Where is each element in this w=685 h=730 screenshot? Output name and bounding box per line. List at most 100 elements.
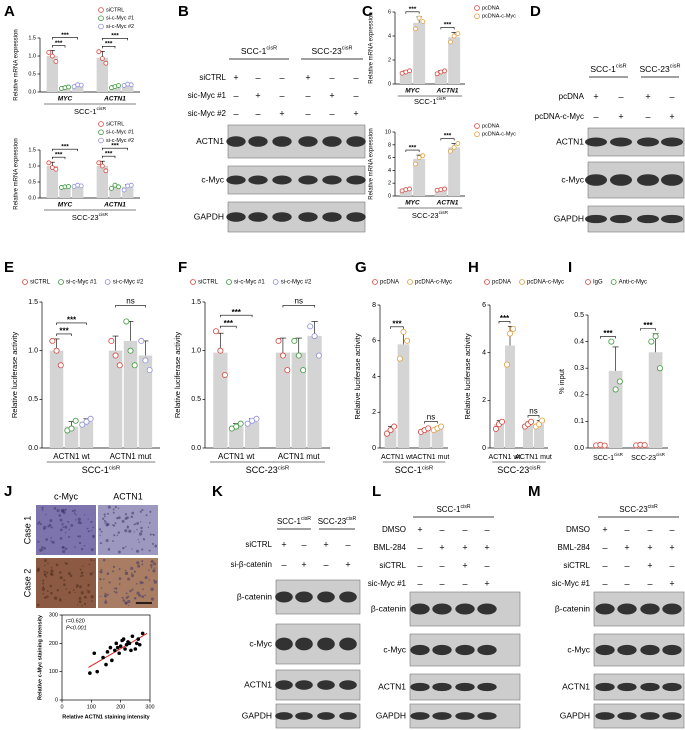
group-label-base: SCC-1 bbox=[590, 64, 616, 74]
data-point bbox=[233, 423, 240, 430]
band bbox=[477, 603, 497, 615]
band-label: c-Myc bbox=[383, 644, 406, 654]
band bbox=[346, 136, 366, 147]
band bbox=[226, 175, 246, 185]
ihc-texture bbox=[41, 548, 44, 551]
condition-sign: – bbox=[602, 560, 607, 570]
band bbox=[477, 644, 497, 656]
ihc-texture bbox=[144, 576, 148, 580]
significance-bracket bbox=[115, 305, 146, 308]
ihc-texture bbox=[133, 531, 136, 533]
y-tick-label: 0.3 bbox=[574, 365, 584, 372]
ihc-texture bbox=[131, 511, 135, 515]
group-label: SCC-23cisR bbox=[318, 516, 357, 526]
y-axis-label: Relative c-Myc staining intensity bbox=[37, 614, 43, 700]
y-tick-label: 0.4 bbox=[574, 338, 584, 345]
ihc-texture bbox=[112, 524, 116, 527]
condition-sign: + bbox=[484, 542, 489, 552]
data-point bbox=[448, 148, 453, 154]
data-point bbox=[104, 662, 108, 667]
ihc-texture bbox=[64, 562, 66, 564]
x-tick-label: ACTN1 mut bbox=[515, 454, 552, 461]
group-label-base: SCC-23 bbox=[72, 213, 99, 222]
group-label: SCC-1cisR bbox=[82, 465, 120, 475]
y-tick-label: 0.0 bbox=[574, 445, 584, 452]
ihc-texture bbox=[65, 588, 67, 590]
ihc-texture bbox=[148, 549, 151, 552]
band-label: β-catenin bbox=[371, 603, 406, 613]
ihc-texture bbox=[43, 573, 46, 576]
ihc-texture bbox=[152, 562, 156, 566]
condition-sign: – bbox=[439, 560, 444, 570]
ihc-texture bbox=[102, 558, 106, 562]
y-tick-label: 0.5 bbox=[28, 71, 36, 77]
x-tick-label: ACTN1 mut bbox=[110, 452, 153, 461]
panel-letter: D bbox=[530, 3, 541, 20]
ihc-texture bbox=[41, 506, 44, 510]
ihc-texture bbox=[44, 564, 46, 567]
x-tick-label: 0 bbox=[60, 704, 63, 710]
ihc-texture bbox=[108, 581, 111, 584]
condition-sign: + bbox=[462, 560, 467, 570]
ihc-texture bbox=[124, 569, 127, 572]
bar bbox=[121, 186, 134, 198]
data-point bbox=[641, 442, 648, 449]
band bbox=[275, 680, 293, 690]
significance-label: *** bbox=[55, 151, 63, 158]
ihc-texture bbox=[41, 587, 46, 591]
group-label-sup: cisR bbox=[529, 465, 540, 471]
ihc-texture bbox=[139, 521, 142, 523]
band bbox=[295, 637, 313, 651]
band-label: GAPDH bbox=[560, 710, 590, 720]
group-label: SCC-23cisR bbox=[72, 212, 109, 222]
condition-sign: + bbox=[329, 90, 334, 100]
legend-label: si-c-Myc #1 bbox=[234, 280, 265, 286]
ihc-texture bbox=[79, 575, 82, 578]
data-point bbox=[92, 651, 97, 656]
ihc-texture bbox=[125, 546, 127, 548]
ihc-texture bbox=[91, 530, 93, 532]
band bbox=[595, 712, 615, 720]
ihc-texture bbox=[135, 549, 140, 553]
y-tick-label: 6 bbox=[388, 9, 391, 15]
band bbox=[617, 712, 637, 720]
data-point bbox=[116, 184, 121, 190]
band bbox=[455, 603, 475, 615]
data-point bbox=[140, 631, 145, 636]
significance-label: *** bbox=[105, 41, 113, 48]
group-label: SCC-23cisR bbox=[412, 210, 449, 220]
significance-bracket bbox=[282, 305, 315, 308]
y-tick-label: 1.5 bbox=[28, 299, 38, 306]
bar bbox=[109, 86, 121, 92]
data-point bbox=[109, 185, 114, 191]
significance-label: *** bbox=[59, 327, 69, 336]
legend-label: si-c-Myc #1 bbox=[66, 280, 97, 286]
legend-marker bbox=[98, 137, 104, 144]
data-point bbox=[451, 144, 457, 150]
ihc-texture bbox=[80, 591, 84, 595]
x-tick-label: ACTN1 bbox=[436, 200, 459, 207]
group-label-sup: cisR bbox=[460, 504, 470, 510]
significance-bracket bbox=[52, 37, 78, 40]
data-point bbox=[116, 362, 123, 369]
condition-label: sic-Myc #2 bbox=[188, 109, 227, 118]
ihc-texture bbox=[103, 578, 105, 581]
ihc-texture bbox=[79, 568, 82, 571]
ihc-texture bbox=[104, 515, 106, 518]
x-tick-label: ACTN1 mut bbox=[278, 452, 321, 461]
bar bbox=[399, 189, 412, 196]
group-label-sup: cisR bbox=[109, 465, 120, 471]
ihc-texture bbox=[42, 579, 45, 582]
error-bar bbox=[112, 335, 119, 351]
band-label: c-Myc bbox=[561, 174, 584, 184]
ihc-texture bbox=[83, 514, 86, 516]
ihc-texture bbox=[104, 592, 107, 595]
bar bbox=[494, 424, 504, 448]
ihc-texture bbox=[118, 577, 122, 580]
band bbox=[640, 682, 660, 692]
band bbox=[346, 212, 366, 222]
group-label-base: SCC-23 bbox=[412, 211, 439, 220]
ihc-texture bbox=[59, 528, 63, 532]
significance-label: *** bbox=[61, 143, 69, 150]
ihc-texture bbox=[133, 596, 137, 600]
